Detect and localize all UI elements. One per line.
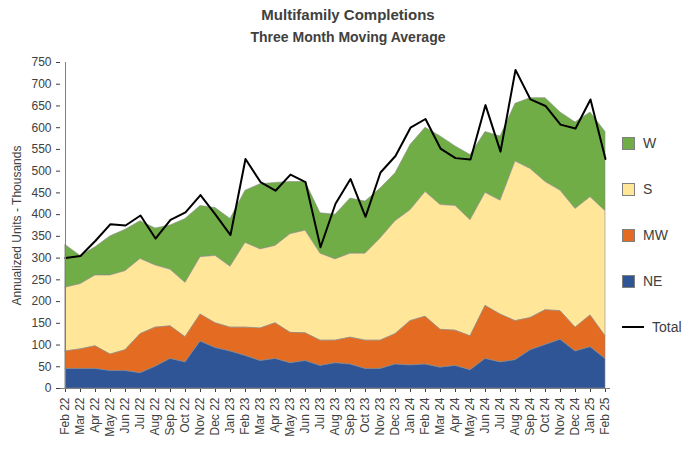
svg-text:Sep 24: Sep 24 [523,397,537,435]
svg-text:Feb 23: Feb 23 [238,397,252,435]
svg-text:500: 500 [31,164,51,178]
svg-text:700: 700 [31,77,51,91]
svg-text:Dec 24: Dec 24 [568,397,582,435]
svg-text:650: 650 [31,99,51,113]
svg-text:Nov 22: Nov 22 [193,397,207,435]
svg-text:350: 350 [31,229,51,243]
svg-text:Oct 24: Oct 24 [538,397,552,433]
html-text:Total: Total [652,319,682,335]
svg-text:Aug 23: Aug 23 [328,397,342,435]
svg-text:400: 400 [31,207,51,221]
svg-text:Aug 22: Aug 22 [148,397,162,435]
svg-text:Jul 23: Jul 23 [313,397,327,429]
html-text:Three Month Moving Average: Three Month Moving Average [250,29,446,45]
svg-text:Apr 24: Apr 24 [448,397,462,433]
svg-text:Oct 23: Oct 23 [358,397,372,433]
svg-text:Apr 23: Apr 23 [268,397,282,433]
svg-text:Jan 23: Jan 23 [223,397,237,433]
svg-text:Aug 24: Aug 24 [508,397,522,435]
svg-text:Annualized Units - Thousands: Annualized Units - Thousands [10,146,24,306]
svg-text:50: 50 [38,360,52,374]
svg-text:Feb 25: Feb 25 [598,397,612,435]
svg-text:Mar 22: Mar 22 [73,397,87,435]
html-text:W: W [643,135,657,151]
html-text:NE: NE [643,273,663,289]
svg-text:150: 150 [31,316,51,330]
svg-text:Jun 23: Jun 23 [298,397,312,433]
svg-text:Jan 24: Jan 24 [403,397,417,433]
svg-text:Nov 23: Nov 23 [373,397,387,435]
html-text:S: S [643,181,653,197]
svg-text:750: 750 [31,55,51,69]
svg-text:Dec 23: Dec 23 [388,397,402,435]
svg-text:Jan 25: Jan 25 [583,397,597,433]
svg-text:300: 300 [31,251,51,265]
svg-text:Mar 24: Mar 24 [433,397,447,435]
svg-text:600: 600 [31,121,51,135]
svg-text:Jun 24: Jun 24 [478,397,492,433]
svg-text:May 23: May 23 [283,397,297,437]
svg-text:Feb 22: Feb 22 [58,397,72,435]
svg-text:200: 200 [31,294,51,308]
svg-text:Mar 23: Mar 23 [253,397,267,435]
svg-text:Sep 23: Sep 23 [343,397,357,435]
svg-text:250: 250 [31,273,51,287]
svg-text:Dec 22: Dec 22 [208,397,222,435]
svg-text:Oct 22: Oct 22 [178,397,192,433]
html-text:Multifamily Completions: Multifamily Completions [261,6,435,23]
svg-text:Sep 22: Sep 22 [163,397,177,435]
svg-text:550: 550 [31,142,51,156]
svg-text:0: 0 [45,381,52,395]
svg-text:Jul 24: Jul 24 [493,397,507,429]
html-text:MW: MW [643,227,668,243]
svg-text:Jul 22: Jul 22 [133,397,147,429]
svg-text:May 22: May 22 [103,397,117,437]
svg-text:Feb 24: Feb 24 [418,397,432,435]
svg-text:Nov 24: Nov 24 [553,397,567,435]
svg-text:Jun 22: Jun 22 [118,397,132,433]
svg-text:100: 100 [31,338,51,352]
svg-text:Apr 22: Apr 22 [88,397,102,433]
svg-text:May 24: May 24 [463,397,477,437]
svg-text:450: 450 [31,186,51,200]
